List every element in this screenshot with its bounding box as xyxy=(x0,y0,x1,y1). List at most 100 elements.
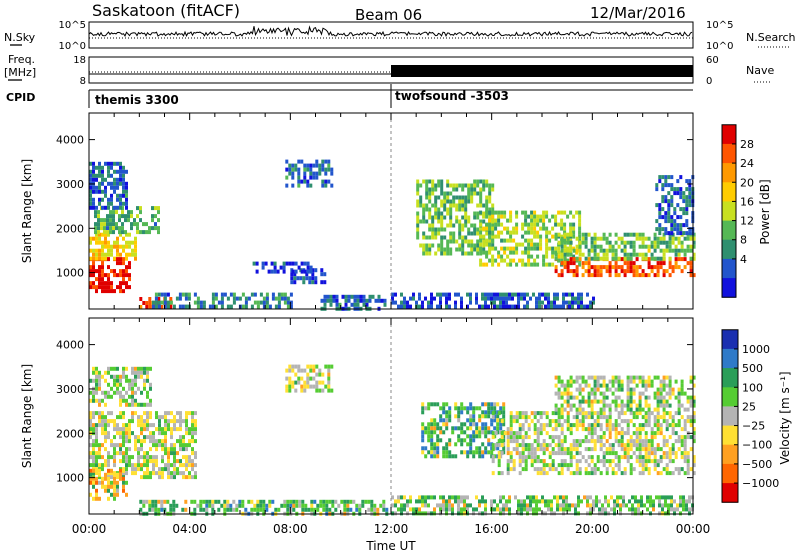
data-cell xyxy=(331,499,335,504)
data-cell xyxy=(575,269,579,274)
data-cell xyxy=(100,222,103,227)
data-cell xyxy=(550,304,553,309)
data-cell xyxy=(620,269,624,274)
data-cell xyxy=(608,431,612,436)
data-cell xyxy=(581,455,585,460)
data-cell xyxy=(449,251,453,256)
data-cell xyxy=(539,242,543,247)
data-cell xyxy=(452,223,456,228)
data-cell xyxy=(569,443,573,448)
data-cell xyxy=(172,499,176,504)
data-cell xyxy=(94,210,97,215)
data-cell xyxy=(688,179,692,184)
data-cell xyxy=(605,248,609,253)
data-cell xyxy=(566,269,570,274)
data-cell xyxy=(683,447,687,452)
data-cell xyxy=(554,218,558,223)
data-cell xyxy=(614,240,618,245)
data-cell xyxy=(178,292,182,297)
data-cell xyxy=(515,226,519,231)
data-cell xyxy=(692,415,696,420)
data-cell xyxy=(614,256,618,261)
data-cell xyxy=(536,222,540,227)
data-cell xyxy=(563,459,567,464)
data-cell xyxy=(620,399,624,404)
data-cell xyxy=(665,399,669,404)
data-cell xyxy=(297,380,301,385)
data-cell xyxy=(113,240,116,245)
data-cell xyxy=(379,503,383,508)
data-cell xyxy=(244,300,248,305)
data-cell xyxy=(692,375,696,380)
data-cell xyxy=(524,250,528,255)
data-region xyxy=(89,468,128,501)
data-cell xyxy=(460,304,463,309)
data-cell xyxy=(431,219,435,224)
data-cell xyxy=(154,304,158,309)
data-cell xyxy=(608,232,612,237)
data-cell xyxy=(479,246,483,251)
data-cell xyxy=(185,411,188,416)
data-cell xyxy=(116,427,119,432)
data-cell xyxy=(280,503,284,508)
data-cell xyxy=(343,499,347,504)
data-cell xyxy=(421,495,424,500)
data-cell xyxy=(98,423,101,428)
data-cell xyxy=(596,252,600,257)
data-cell xyxy=(472,434,476,439)
data-cell xyxy=(644,383,648,388)
nsearch-label: N.Search xyxy=(746,31,796,44)
data-cell xyxy=(349,499,353,504)
data-cell xyxy=(683,423,687,428)
data-cell xyxy=(131,471,134,476)
data-cell xyxy=(431,231,435,236)
data-cell xyxy=(596,383,600,388)
data-cell xyxy=(445,304,448,309)
data-cell xyxy=(437,247,441,252)
data-cell xyxy=(626,443,630,448)
data-cell xyxy=(607,503,610,508)
data-cell xyxy=(587,431,591,436)
data-cell xyxy=(472,418,476,423)
data-cell xyxy=(614,471,618,476)
data-cell xyxy=(418,304,421,309)
data-cell xyxy=(665,375,669,380)
data-cell xyxy=(626,379,630,384)
data-cell xyxy=(185,455,188,460)
data-cell xyxy=(139,206,142,211)
data-cell xyxy=(255,269,259,274)
data-cell xyxy=(89,173,92,178)
data-cell xyxy=(613,499,616,504)
data-cell xyxy=(383,302,387,307)
data-cell xyxy=(428,251,432,256)
data-cell xyxy=(122,169,125,174)
data-cell xyxy=(442,450,446,455)
data-cell xyxy=(306,384,310,389)
data-cell xyxy=(289,499,293,504)
data-cell xyxy=(100,218,103,223)
data-cell xyxy=(424,426,428,431)
data-cell xyxy=(470,247,474,252)
data-cell xyxy=(434,183,438,188)
data-cell xyxy=(658,223,662,228)
data-cell xyxy=(119,244,122,249)
data-cell xyxy=(182,443,185,448)
data-cell xyxy=(623,411,627,416)
data-cell xyxy=(623,261,627,266)
data-cell xyxy=(125,455,128,460)
data-cell xyxy=(605,403,609,408)
data-cell xyxy=(571,296,574,301)
data-cell xyxy=(466,426,470,431)
data-cell xyxy=(362,298,366,303)
data-cell xyxy=(653,395,657,400)
data-cell xyxy=(277,300,281,305)
data-cell xyxy=(509,218,513,223)
data-cell xyxy=(238,499,242,504)
data-cell xyxy=(442,292,445,297)
data-cell xyxy=(479,195,483,200)
data-cell xyxy=(662,419,666,424)
data-cell xyxy=(170,419,173,424)
data-cell xyxy=(98,189,101,194)
data-cell xyxy=(557,210,561,215)
data-cell xyxy=(505,296,508,301)
